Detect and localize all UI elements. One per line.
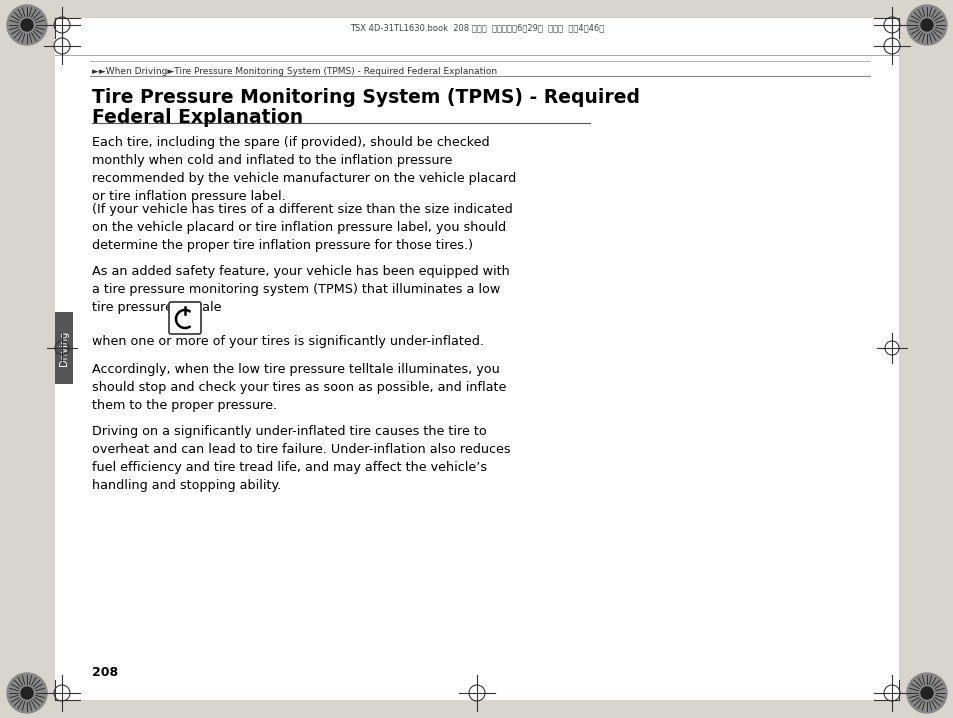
Text: As an added safety feature, your vehicle has been equipped with
a tire pressure : As an added safety feature, your vehicle… bbox=[91, 265, 509, 314]
Circle shape bbox=[7, 5, 47, 45]
Text: TSX 4D-31TL1630.book  208 ページ  ２０１１年6月29日  水曜日  午後4晈46分: TSX 4D-31TL1630.book 208 ページ ２０１１年6月29日 … bbox=[350, 24, 603, 32]
Text: Each tire, including the spare (if provided), should be checked
monthly when col: Each tire, including the spare (if provi… bbox=[91, 136, 516, 203]
Text: Tire Pressure Monitoring System (TPMS) - Required: Tire Pressure Monitoring System (TPMS) -… bbox=[91, 88, 639, 107]
Text: Driving: Driving bbox=[59, 330, 69, 365]
Text: when one or more of your tires is significantly under-inflated.: when one or more of your tires is signif… bbox=[91, 335, 483, 348]
Circle shape bbox=[906, 5, 946, 45]
FancyBboxPatch shape bbox=[55, 18, 898, 700]
Text: (If your vehicle has tires of a different size than the size indicated
on the ve: (If your vehicle has tires of a differen… bbox=[91, 203, 512, 252]
FancyBboxPatch shape bbox=[169, 302, 201, 334]
Circle shape bbox=[21, 19, 33, 31]
Circle shape bbox=[21, 687, 33, 699]
Text: Federal Explanation: Federal Explanation bbox=[91, 108, 303, 127]
Circle shape bbox=[906, 673, 946, 713]
Text: Accordingly, when the low tire pressure telltale illuminates, you
should stop an: Accordingly, when the low tire pressure … bbox=[91, 363, 506, 412]
FancyBboxPatch shape bbox=[55, 312, 73, 384]
Text: 208: 208 bbox=[91, 666, 118, 679]
Circle shape bbox=[920, 687, 932, 699]
Circle shape bbox=[920, 19, 932, 31]
Text: ►►When Driving►Tire Pressure Monitoring System (TPMS) - Required Federal Explana: ►►When Driving►Tire Pressure Monitoring … bbox=[91, 67, 497, 76]
Circle shape bbox=[7, 673, 47, 713]
Text: Driving on a significantly under-inflated tire causes the tire to
overheat and c: Driving on a significantly under-inflate… bbox=[91, 425, 510, 492]
